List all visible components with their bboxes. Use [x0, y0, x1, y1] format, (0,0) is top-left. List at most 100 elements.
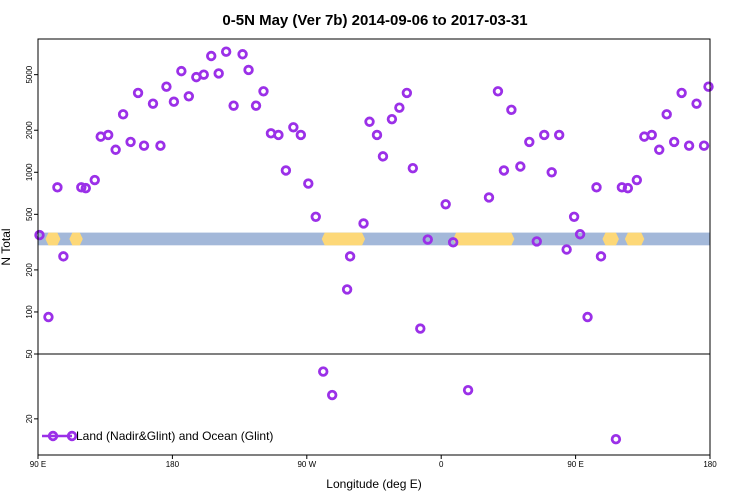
data-point — [668, 136, 680, 148]
plot-frame-upper — [37, 38, 711, 355]
data-point — [498, 165, 510, 176]
data-point — [703, 81, 714, 92]
data-point — [341, 284, 353, 295]
data-point — [616, 182, 628, 193]
data-point — [295, 129, 307, 141]
y-tick-label: 50 — [25, 349, 34, 358]
data-point — [595, 251, 607, 262]
data-point — [344, 251, 356, 262]
data-point — [447, 237, 459, 248]
data-point — [364, 116, 375, 127]
data-point — [273, 129, 284, 141]
band-layer — [38, 232, 710, 246]
data-point — [250, 100, 262, 111]
x-tick-label: 90 E — [30, 460, 46, 469]
data-point — [610, 434, 622, 445]
data-point — [243, 64, 254, 76]
data-point — [147, 98, 159, 109]
data-point — [386, 113, 398, 125]
ocean-band-segment — [602, 232, 619, 246]
y-tick-label: 5000 — [25, 65, 34, 83]
data-point — [582, 311, 593, 323]
y-tick-label: 2000 — [25, 121, 34, 139]
data-point — [483, 192, 495, 203]
y-tick-label: 20 — [25, 414, 34, 423]
ocean-band-segment — [624, 232, 645, 246]
land-band — [38, 232, 710, 246]
data-point — [198, 69, 209, 80]
data-point — [220, 46, 232, 57]
data-point — [303, 178, 314, 189]
data-point — [691, 98, 702, 109]
x-tick-label: 90 W — [297, 460, 316, 469]
data-point — [524, 136, 535, 148]
x-tick-label: 0 — [439, 460, 444, 469]
data-point — [646, 129, 657, 141]
data-point — [462, 384, 474, 396]
legend-marker-left — [47, 430, 59, 442]
data-point — [76, 182, 87, 193]
data-point — [34, 229, 45, 241]
data-point — [318, 366, 329, 377]
data-point — [568, 211, 580, 223]
data-point — [237, 49, 248, 60]
data-point — [546, 167, 557, 178]
data-point — [228, 100, 239, 111]
data-point — [43, 311, 54, 323]
ocean-band-segment — [69, 232, 83, 246]
data-point — [553, 129, 565, 141]
data-point — [125, 136, 136, 148]
y-tick-label: 100 — [25, 305, 34, 319]
data-point — [698, 140, 710, 151]
data-point — [155, 140, 166, 151]
data-point — [515, 161, 526, 172]
data-point — [407, 162, 419, 174]
x-axis-label: Longitude (deg E) — [326, 477, 421, 491]
y-axis: 100 200 500 1000 2000 5000 20 50 — [25, 65, 38, 423]
data-point — [539, 129, 550, 141]
data-point — [422, 234, 433, 245]
y-tick-label: 1000 — [25, 163, 34, 181]
data-point — [654, 144, 665, 155]
x-tick-label: 180 — [166, 460, 180, 469]
legend-label: Land (Nadir&Glint) and Ocean (Glint) — [76, 429, 273, 443]
legend: Land (Nadir&Glint) and Ocean (Glint) — [42, 429, 273, 443]
data-point — [631, 174, 643, 186]
legend-marker-right — [66, 430, 78, 442]
data-point — [401, 87, 413, 99]
data-point — [183, 91, 195, 102]
chart-title: 0-5N May (Ver 7b) 2014-09-06 to 2017-03-… — [222, 12, 527, 29]
x-tick-label: 180 — [703, 460, 717, 469]
x-axis: 90 E 180 90 W 0 90 E 180 — [30, 455, 717, 469]
data-point — [622, 182, 634, 194]
data-point — [58, 251, 69, 262]
ocean-band-segment — [45, 232, 61, 246]
data-point — [440, 199, 451, 210]
ocean-band-segment — [321, 232, 366, 246]
data-point — [110, 144, 121, 155]
data-point — [394, 102, 405, 113]
data-point — [561, 244, 572, 255]
data-point — [591, 182, 602, 193]
ocean-band-segment — [453, 232, 515, 246]
y-tick-label: 200 — [25, 263, 34, 277]
data-point — [377, 151, 389, 162]
x-tick-label: 90 E — [567, 460, 583, 469]
data-point — [117, 109, 129, 120]
data-point — [676, 87, 687, 99]
points-layer — [34, 46, 714, 445]
data-point — [683, 140, 695, 151]
plot-frame-lower — [37, 353, 711, 456]
data-point — [371, 129, 383, 141]
data-point — [310, 211, 321, 223]
data-point — [89, 174, 100, 186]
data-point — [574, 229, 586, 240]
data-point — [52, 182, 63, 193]
data-point — [138, 140, 150, 151]
data-point — [258, 86, 269, 97]
data-point — [531, 236, 542, 247]
data-point — [161, 81, 172, 92]
y-axis-label: N Total — [0, 228, 13, 265]
data-point — [168, 96, 180, 107]
